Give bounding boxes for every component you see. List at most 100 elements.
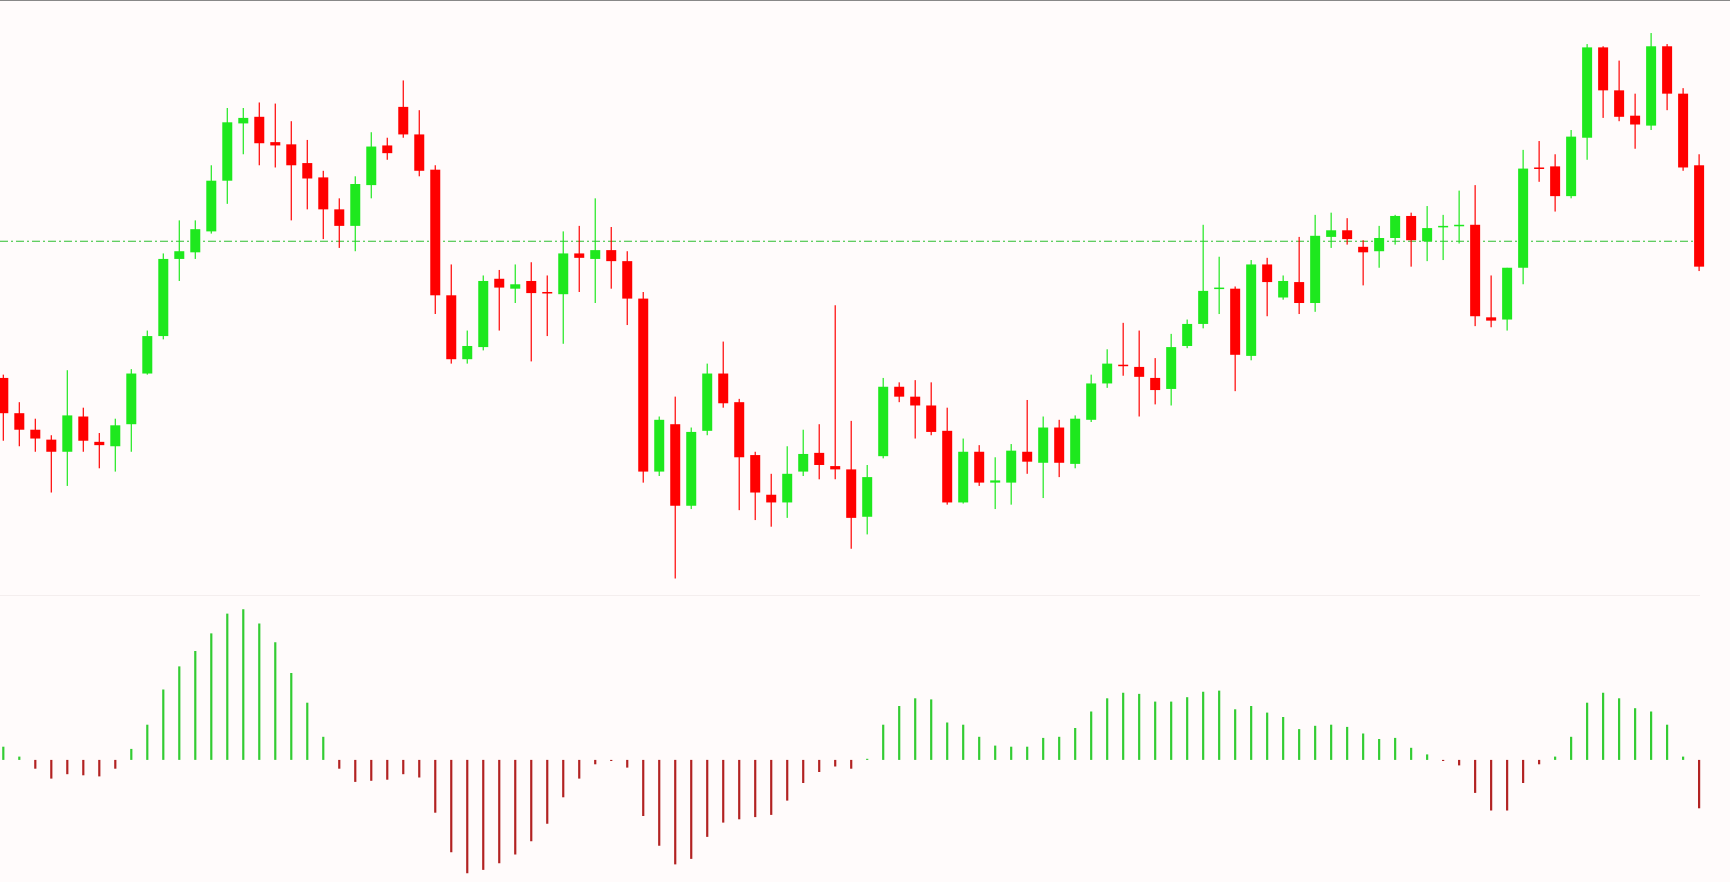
candle-body (1502, 267, 1513, 320)
candle-body (862, 477, 873, 517)
candle-body (430, 169, 441, 296)
candle-body (398, 106, 409, 135)
candle-body (1246, 264, 1257, 356)
candle-body (1646, 46, 1657, 126)
candle-body (782, 473, 793, 503)
candle-body (702, 373, 713, 431)
candle-body (1438, 225, 1449, 228)
candle-body (1310, 235, 1321, 304)
candle-body (1662, 46, 1673, 94)
candle-body (766, 494, 777, 503)
candle-body (1470, 224, 1481, 317)
candle-body (1198, 290, 1209, 324)
candle-body (1518, 168, 1529, 268)
candle-body (1406, 215, 1417, 241)
candle-body (1550, 166, 1561, 197)
candle-body (0, 377, 9, 414)
candle-body (414, 134, 425, 171)
candle-body (1166, 347, 1177, 389)
candle-body (62, 415, 73, 452)
candle-body (158, 258, 169, 337)
candle-body (1374, 238, 1385, 252)
candle-body (1150, 377, 1161, 391)
candle-body (718, 373, 729, 404)
candle-body (206, 180, 217, 232)
candle-body (574, 253, 585, 258)
candle-body (142, 336, 153, 374)
candle-body (174, 251, 185, 259)
candle-body (222, 122, 233, 181)
candle-body (654, 419, 665, 472)
candle-body (1230, 288, 1241, 355)
candle-body (254, 116, 265, 144)
candle-body (510, 284, 521, 289)
candle-body (126, 373, 137, 425)
candle-body (1614, 90, 1625, 117)
candle-body (1102, 363, 1113, 384)
candle-body (1278, 280, 1289, 298)
candle-body (1454, 224, 1465, 227)
candle-body (606, 250, 617, 262)
candle-body (990, 480, 1001, 483)
candle-body (14, 413, 25, 430)
candle-body (270, 142, 281, 146)
candle-body (366, 146, 377, 186)
candle-body (894, 386, 905, 397)
candle-body (494, 278, 505, 288)
candle-body (814, 452, 825, 465)
candle-body (542, 291, 553, 294)
candle-body (750, 455, 761, 493)
candle-body (94, 441, 105, 446)
candle-body (334, 209, 345, 226)
candle-body (958, 451, 969, 503)
candle-body (30, 429, 41, 439)
candle-body (1358, 246, 1369, 253)
candle-body (830, 466, 841, 470)
candle-body (686, 431, 697, 506)
candle-body (190, 229, 201, 253)
candle-body (238, 117, 249, 124)
candle-body (286, 144, 297, 166)
candle-body (462, 345, 473, 360)
candle-body (942, 430, 953, 503)
candle-body (622, 261, 633, 299)
candle-body (1294, 282, 1305, 304)
candle-body (478, 280, 489, 348)
candle-body (46, 439, 57, 452)
candle-body (1534, 167, 1545, 169)
candle-body (846, 469, 857, 518)
candle-body (1422, 228, 1433, 242)
candle-body (318, 177, 329, 210)
candle-body (1342, 230, 1353, 240)
candle-body (1630, 115, 1641, 125)
candle-body (878, 386, 889, 457)
candle-body (1390, 215, 1401, 238)
candle-body (1134, 366, 1145, 377)
candle-body (1022, 451, 1033, 462)
candle-body (1086, 383, 1097, 420)
candle-body (1678, 93, 1689, 168)
candle-body (638, 298, 649, 472)
candle-body (1006, 450, 1017, 483)
candle-body (1486, 317, 1497, 321)
candle-body (974, 451, 985, 483)
candle-body (1566, 136, 1577, 197)
candle-body (926, 405, 937, 432)
candle-body (446, 295, 457, 360)
candle-body (734, 402, 745, 458)
candle-body (798, 453, 809, 472)
candle-body (1118, 364, 1129, 367)
candle-body (1182, 323, 1193, 346)
candle-body (1038, 427, 1049, 463)
candle-body (558, 253, 569, 295)
candle-body (1214, 287, 1225, 290)
candle-body (78, 416, 89, 441)
candle-body (670, 424, 681, 506)
candle-body (1054, 427, 1065, 463)
candle-body (526, 280, 537, 294)
candle-body (1582, 47, 1593, 138)
candle-body (1694, 165, 1705, 267)
candle-body (1326, 230, 1337, 237)
candle-body (302, 163, 313, 179)
